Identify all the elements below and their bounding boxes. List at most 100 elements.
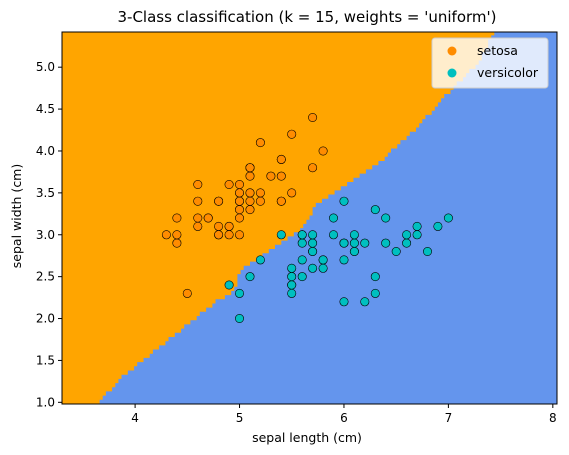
point-versicolor: [360, 238, 370, 248]
legend-label-versicolor: versicolor: [477, 65, 539, 80]
x-tick-label: 5: [236, 411, 244, 425]
point-versicolor: [412, 230, 422, 240]
point-setosa: [193, 221, 203, 231]
y-axis-label: sepal width (cm): [9, 164, 24, 268]
point-versicolor: [224, 280, 234, 290]
point-setosa: [172, 213, 182, 223]
point-setosa: [276, 171, 286, 181]
region-setosa: [62, 32, 495, 404]
x-axis-label: sepal length (cm): [252, 430, 362, 445]
point-versicolor: [297, 255, 307, 265]
point-versicolor: [328, 230, 338, 240]
legend: setosa versicolor: [431, 37, 549, 89]
point-setosa: [172, 230, 182, 240]
x-tick-label: 8: [549, 411, 557, 425]
point-versicolor: [422, 247, 432, 257]
point-setosa: [255, 138, 265, 148]
point-versicolor: [402, 238, 412, 248]
point-setosa: [224, 180, 234, 190]
y-tick-label: 4.5: [36, 102, 55, 116]
plot-frame: [61, 31, 558, 405]
y-tick-label: 1.0: [36, 395, 55, 409]
scatter-points: [161, 113, 453, 323]
point-setosa: [182, 288, 192, 298]
point-setosa: [235, 188, 245, 198]
point-versicolor: [276, 230, 286, 240]
legend-label-setosa: setosa: [477, 43, 518, 58]
point-setosa: [308, 163, 318, 173]
point-versicolor: [308, 247, 318, 257]
point-setosa: [287, 188, 297, 198]
point-versicolor: [255, 255, 265, 265]
point-versicolor: [391, 247, 401, 257]
point-versicolor: [287, 272, 297, 282]
point-versicolor: [370, 288, 380, 298]
point-setosa: [172, 238, 182, 248]
point-setosa: [214, 221, 224, 231]
y-tick-label: 1.5: [36, 353, 55, 367]
y-tick-label: 2.0: [36, 312, 55, 326]
point-versicolor: [402, 230, 412, 240]
point-versicolor: [339, 196, 349, 206]
point-setosa: [245, 171, 255, 181]
point-versicolor: [349, 238, 359, 248]
point-setosa: [245, 205, 255, 215]
point-setosa: [193, 213, 203, 223]
point-setosa: [255, 196, 265, 206]
point-versicolor: [349, 230, 359, 240]
point-setosa: [245, 163, 255, 173]
point-setosa: [235, 196, 245, 206]
point-versicolor: [318, 255, 328, 265]
point-setosa: [193, 180, 203, 190]
point-setosa: [224, 230, 234, 240]
legend-box: [431, 37, 549, 89]
point-versicolor: [443, 213, 453, 223]
point-versicolor: [381, 213, 391, 223]
point-versicolor: [245, 272, 255, 282]
point-versicolor: [287, 263, 297, 273]
y-tick-label: 2.5: [36, 270, 55, 284]
point-versicolor: [297, 230, 307, 240]
point-versicolor: [370, 205, 380, 215]
point-versicolor: [339, 255, 349, 265]
point-setosa: [224, 221, 234, 231]
point-versicolor: [235, 313, 245, 323]
point-versicolor: [433, 221, 443, 231]
point-setosa: [245, 188, 255, 198]
legend-marker-setosa: [447, 46, 457, 56]
y-tick-label: 5.0: [36, 60, 55, 74]
point-versicolor: [370, 272, 380, 282]
point-versicolor: [287, 288, 297, 298]
x-tick-label: 6: [340, 411, 348, 425]
point-setosa: [276, 154, 286, 164]
point-versicolor: [297, 238, 307, 248]
point-setosa: [255, 188, 265, 198]
point-setosa: [266, 171, 276, 181]
point-versicolor: [349, 247, 359, 257]
point-setosa: [308, 113, 318, 123]
point-setosa: [235, 213, 245, 223]
point-setosa: [214, 196, 224, 206]
point-versicolor: [308, 263, 318, 273]
legend-marker-versicolor: [447, 68, 457, 78]
point-setosa: [193, 196, 203, 206]
point-setosa: [203, 213, 213, 223]
point-versicolor: [381, 238, 391, 248]
x-axis: 4 5 6 7 8: [131, 404, 557, 425]
y-tick-label: 4.0: [36, 144, 55, 158]
point-versicolor: [308, 230, 318, 240]
point-setosa: [235, 205, 245, 215]
point-versicolor: [360, 297, 370, 307]
point-versicolor: [287, 280, 297, 290]
point-versicolor: [328, 213, 338, 223]
y-tick-label: 3.0: [36, 228, 55, 242]
point-setosa: [235, 180, 245, 190]
y-tick-label: 3.5: [36, 186, 55, 200]
point-versicolor: [412, 221, 422, 231]
point-setosa: [214, 230, 224, 240]
x-tick-label: 7: [445, 411, 453, 425]
point-setosa: [276, 196, 286, 206]
point-versicolor: [318, 263, 328, 273]
point-versicolor: [308, 238, 318, 248]
